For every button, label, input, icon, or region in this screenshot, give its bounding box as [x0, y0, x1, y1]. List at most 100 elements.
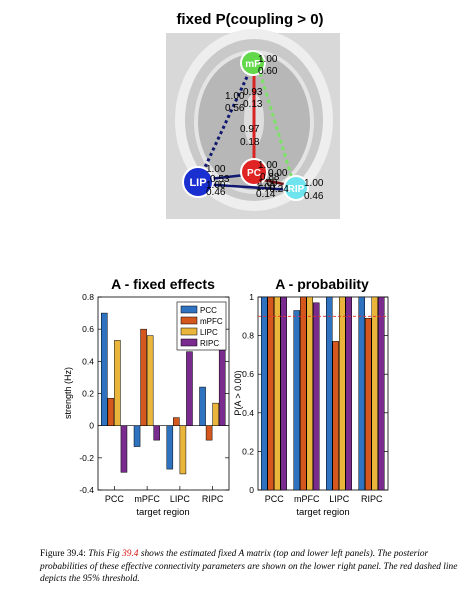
bar-ripc-pcc: [358, 296, 365, 491]
chart-right-xlabel: target region: [296, 507, 349, 518]
node-ripc: RIP: [283, 175, 309, 201]
chart-left-title: A - fixed effects: [111, 276, 215, 292]
xtick-label-mpfc: mPFC: [134, 494, 160, 504]
label-mpfc-pcc-val: 0.13: [243, 99, 263, 110]
label-lipc-self-prob: 1.00: [206, 180, 226, 191]
figure-caption: Figure 39.4: This Fig 39.4 shows the est…: [40, 548, 460, 586]
bar-ripc-lipc: [371, 296, 378, 491]
ytick-label: 0.4: [82, 356, 94, 366]
legend-swatch-ripc: [180, 338, 198, 347]
ytick-label: 0: [89, 421, 94, 431]
chart-left-ylabel: strength (Hz): [63, 367, 73, 419]
bar-mpfc-lipc: [146, 335, 154, 426]
ytick-label: 0.8: [242, 331, 254, 341]
bar-pcc-mpfc: [107, 398, 115, 426]
caption-text-2: shows the estimated fixed A matrix (top …: [40, 549, 458, 585]
ytick-label: -0.4: [79, 485, 94, 495]
ytick-label: 0.6: [242, 369, 254, 379]
ytick-label: 1: [249, 292, 254, 302]
bar-mpfc-pcc: [133, 425, 141, 447]
label-ripc-self-val: 0.46: [304, 191, 324, 202]
bar-mpfc-mpfc: [300, 296, 307, 491]
bar-pcc-pcc: [101, 312, 108, 426]
bar-pcc-lipc: [274, 296, 281, 491]
label-lipc-pcc-prob: 1.00: [206, 164, 226, 175]
legend-label-ripc: RIPC: [200, 339, 219, 348]
ytick-label: 0.6: [82, 324, 94, 334]
xtick-label-lipc: LIPC: [329, 494, 350, 504]
xtick-label-ripc: RIPC: [202, 494, 224, 504]
label-ripc-lipc-prob: 1.00: [258, 178, 278, 189]
svg-text:LIP: LIP: [189, 177, 206, 189]
network-title: fixed P(coupling > 0): [176, 11, 323, 28]
ytick-label: 0.8: [82, 292, 94, 302]
bar-ripc-pcc: [199, 386, 206, 426]
svg-text:RIP: RIP: [288, 184, 305, 195]
bar-mpfc-ripc: [313, 302, 320, 491]
caption-text-1: This Fig: [88, 549, 120, 559]
xtick-label-pcc: PCC: [105, 494, 125, 504]
svg-text:mP: mP: [245, 59, 261, 70]
bar-lipc-pcc: [166, 425, 174, 470]
bar-ripc-ripc: [378, 296, 385, 491]
label-mpfc-lipc-prob: 1.00: [225, 91, 245, 102]
label-ripc-self-prob: 1.00: [304, 178, 324, 189]
label-ripc-lipc-val: -0.24: [266, 184, 289, 195]
chart-right-ylabel: P(A > 0.00): [233, 370, 243, 415]
label-mpfc-self-prob: 1.00: [258, 54, 278, 65]
bar-pcc-pcc: [261, 296, 268, 491]
bar-pcc-ripc: [280, 296, 287, 491]
label-mpfc-self-val: 0.60: [258, 66, 278, 77]
bar-lipc-ripc: [345, 296, 352, 491]
label-pcc-self-prob: 1.00: [258, 160, 278, 171]
bar-lipc-mpfc: [173, 417, 180, 426]
ytick-label: 0.2: [242, 446, 254, 456]
xtick-label-mpfc: mPFC: [294, 494, 320, 504]
legend-swatch-pcc: [180, 305, 198, 314]
bar-mpfc-ripc: [153, 425, 160, 441]
bar-lipc-lipc: [339, 296, 346, 491]
edge-lipc-ripc: [199, 182, 294, 192]
network-panel: fixed P(coupling > 0) mP PC LIP RIP: [166, 11, 340, 219]
xtick-label-ripc: RIPC: [361, 494, 383, 504]
caption-label: Figure 39.4:: [40, 549, 86, 559]
chart-probability: A - probability 0 0.2 0.4 0.6 0.8 1 PCC mPFC LI…: [233, 276, 389, 518]
node-lipc: LIP: [182, 166, 214, 198]
edge-mpfc-ripc: [256, 65, 295, 183]
legend-label-pcc: PCC: [200, 306, 217, 315]
label-lipc-ripc-prob: 1.00: [256, 182, 276, 193]
bar-lipc-ripc: [186, 351, 193, 426]
legend-swatch-lipc: [180, 327, 198, 336]
label-lipc-ripc-val: 0.14: [256, 189, 276, 200]
bar-lipc-lipc: [179, 425, 187, 475]
chart-left-xlabel: target region: [136, 507, 189, 518]
chart-right-title: A - probability: [275, 276, 369, 292]
bar-mpfc-pcc: [293, 310, 300, 491]
svg-text:PC: PC: [247, 168, 261, 179]
legend-swatch-mpfc: [180, 316, 198, 325]
legend-label-lipc: LIPC: [200, 328, 218, 337]
bar-ripc-mpfc: [205, 425, 213, 441]
ytick-label: 0: [249, 485, 254, 495]
node-mpfc: mP: [240, 50, 266, 76]
label-lipc-pcc-val: 0.53: [210, 174, 230, 185]
bar-ripc-mpfc: [365, 317, 372, 491]
bar-ripc-lipc: [212, 402, 219, 426]
bar-mpfc-lipc: [306, 296, 313, 491]
bar-pcc-lipc: [114, 340, 121, 426]
bar-lipc-mpfc: [332, 341, 339, 491]
caption-fig-ref[interactable]: 39.4: [122, 549, 139, 559]
bar-lipc-pcc: [326, 296, 333, 491]
xtick-label-lipc: LIPC: [170, 494, 191, 504]
ytick-label: -0.2: [79, 453, 94, 463]
label-pcc-mpfc-val: 0.18: [240, 137, 260, 148]
ytick-label: 0.4: [242, 408, 254, 418]
label-pcc-self-val: 0.88: [260, 172, 280, 183]
label-lipc-self-val: 0.46: [206, 187, 226, 198]
xtick-label-pcc: PCC: [265, 494, 285, 504]
ytick-label: 0.2: [82, 389, 94, 399]
legend-label-mpfc: mPFC: [200, 317, 223, 326]
label-pcc-ripc-prob: 0.00: [268, 168, 288, 179]
label-mpfc-lipc-val: 0.56: [225, 103, 245, 114]
